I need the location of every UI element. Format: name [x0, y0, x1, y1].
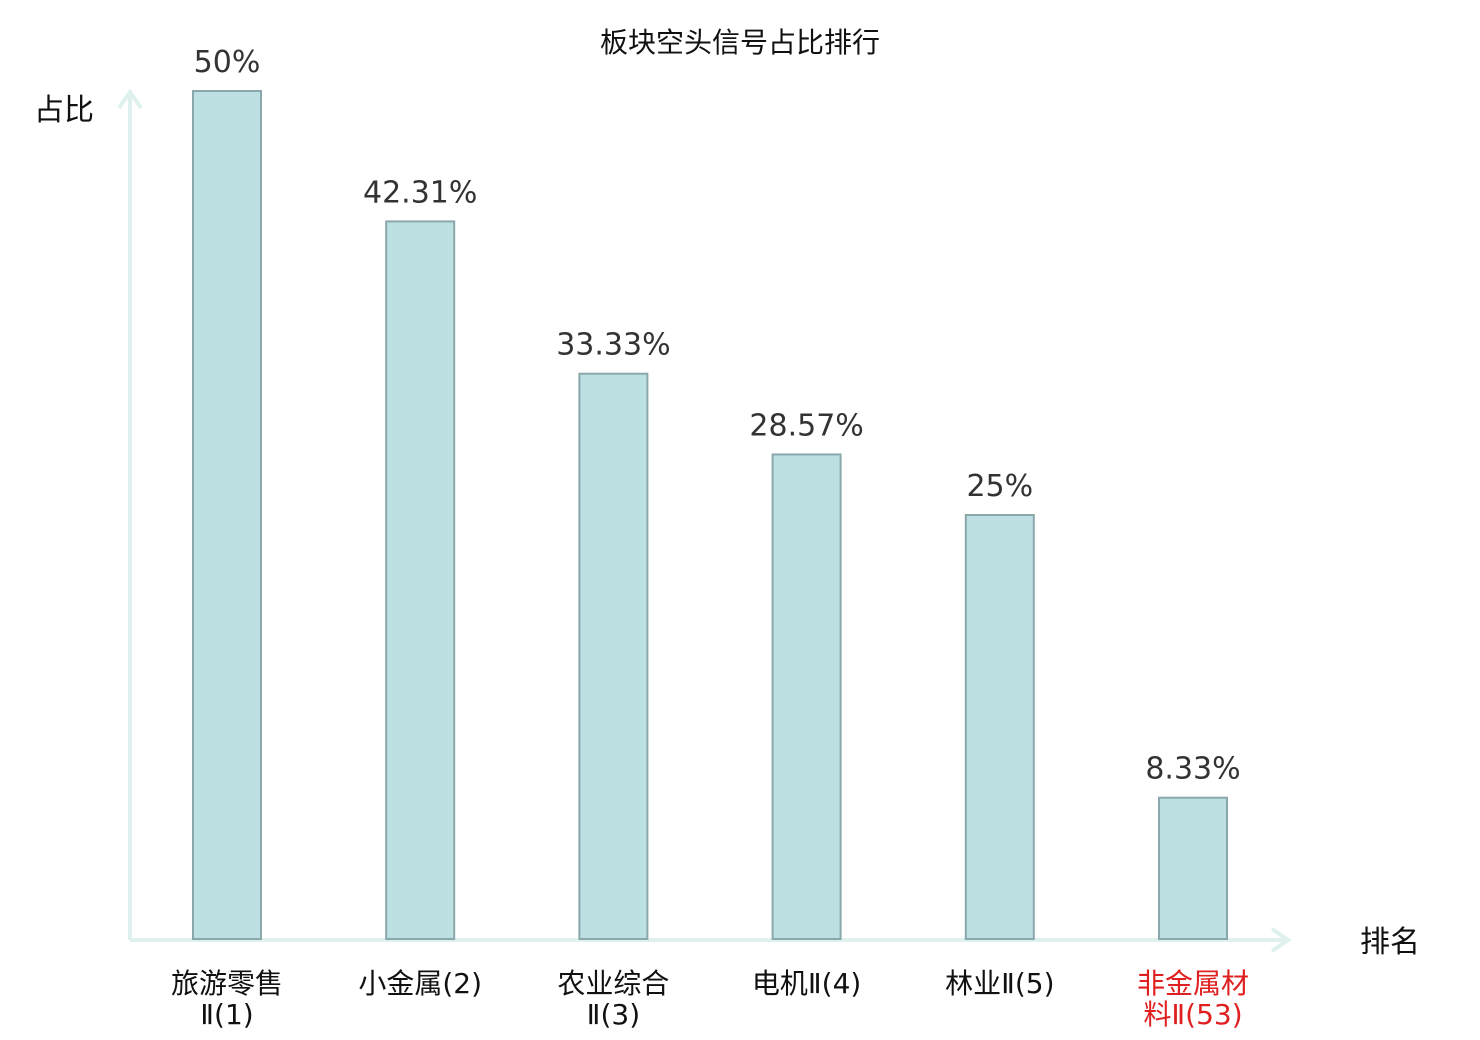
- value-label-3: 33.33%: [556, 328, 670, 363]
- category-label-1-line-2: Ⅱ(1): [200, 998, 253, 1031]
- category-label-4-line-1: 电机Ⅱ(4): [752, 967, 861, 1000]
- bar-5: [964, 514, 1035, 940]
- chart-title: 板块空头信号占比排行: [600, 26, 880, 59]
- category-label-2-line-1: 小金属(2): [358, 967, 482, 1000]
- bar-1: [192, 90, 262, 940]
- category-label-5-line-1: 林业Ⅱ(5): [945, 967, 1054, 1000]
- category-label-1-line-1: 旅游零售: [171, 967, 283, 1000]
- category-label-6-line-1: 非金属材: [1137, 967, 1249, 1000]
- x-axis-label: 排名: [1360, 925, 1420, 960]
- category-label-6-line-2: 料Ⅱ(53): [1143, 998, 1242, 1031]
- bar-3: [578, 372, 649, 940]
- bar-2: [385, 220, 456, 940]
- bar-6: [1158, 796, 1228, 940]
- value-label-2: 42.31%: [363, 175, 477, 210]
- y-axis-label: 占比: [34, 93, 94, 128]
- x-axis-arrow: [1270, 927, 1292, 953]
- value-label-6: 8.33%: [1145, 752, 1240, 787]
- category-label-3-line-2: Ⅱ(3): [587, 998, 640, 1031]
- bar-4: [771, 453, 842, 940]
- category-label-3-line-1: 农业综合: [557, 967, 669, 1000]
- y-axis-arrow: [117, 88, 143, 110]
- value-label-4: 28.57%: [749, 408, 863, 443]
- value-labels-group: 50% 42.31% 33.33% 28.57% 25% 8.33%: [194, 45, 1241, 787]
- value-label-1: 50%: [194, 45, 261, 80]
- bars-group: [192, 90, 1228, 940]
- value-label-5: 25%: [966, 469, 1033, 504]
